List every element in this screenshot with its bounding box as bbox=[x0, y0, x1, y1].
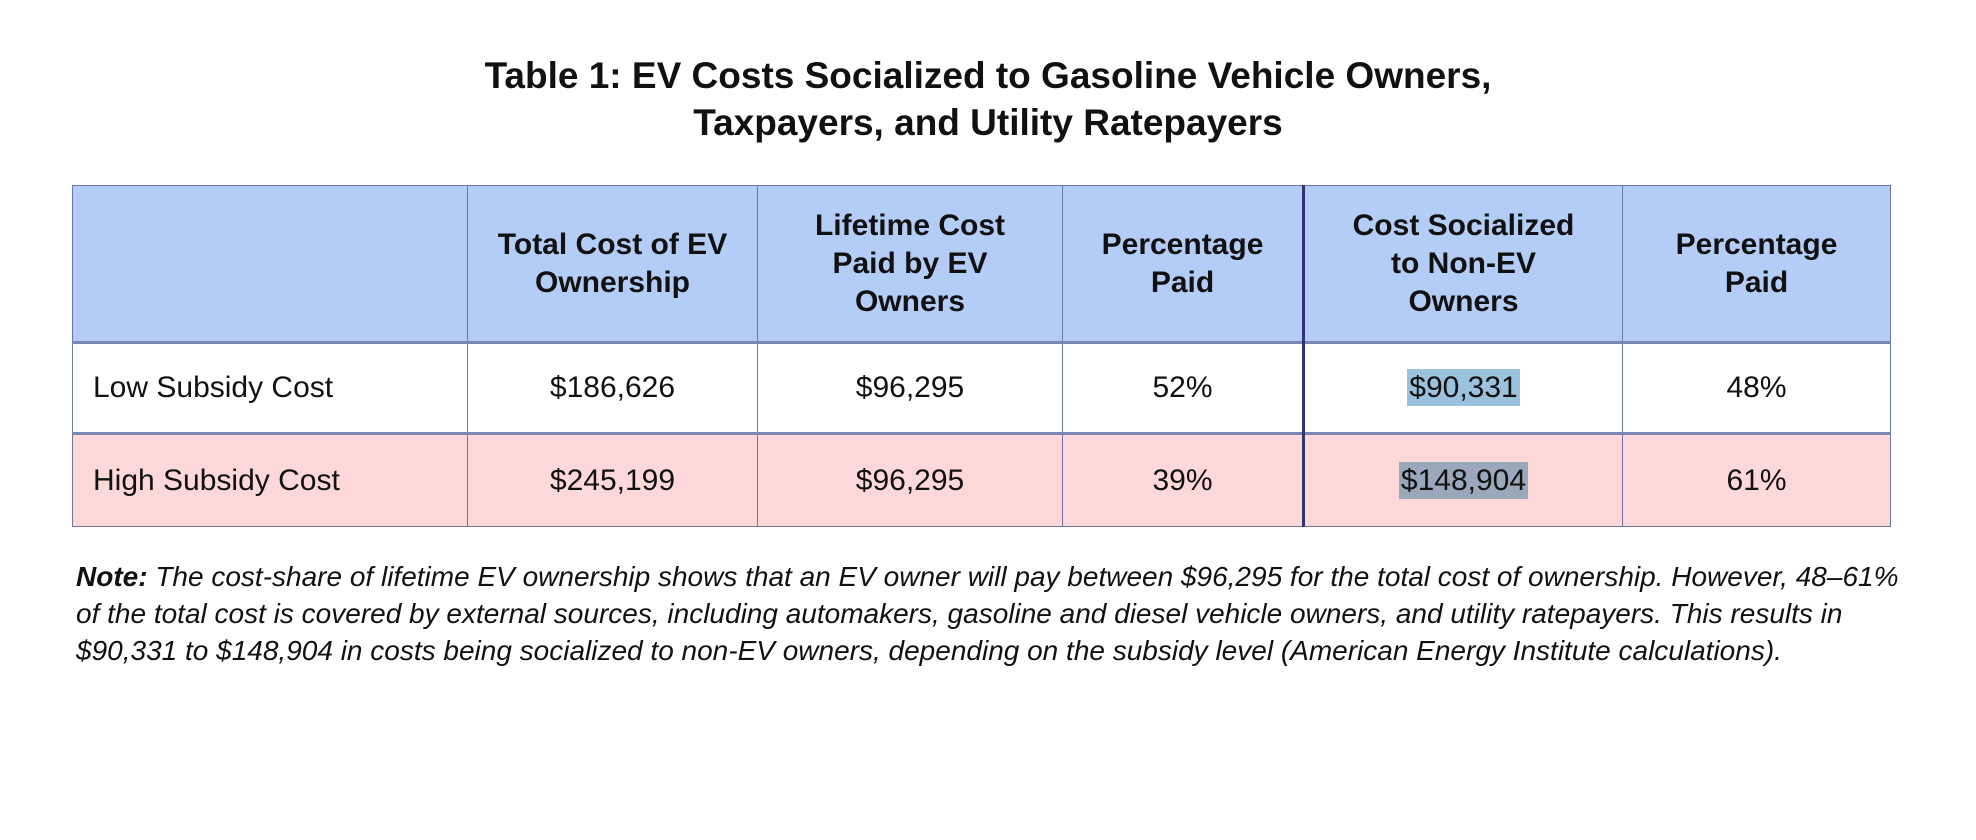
highlighted-value: $148,904 bbox=[1398, 461, 1529, 499]
title-line-1: Table 1: EV Costs Socialized to Gasoline… bbox=[484, 55, 1492, 96]
cell: 48% bbox=[1622, 342, 1891, 434]
header-percentage-paid: Percentage Paid bbox=[1062, 185, 1304, 343]
cell: $245,199 bbox=[467, 433, 758, 527]
table-title: Table 1: EV Costs Socialized to Gasoline… bbox=[0, 52, 1976, 146]
cell: 61% bbox=[1622, 433, 1891, 527]
note-label: Note: bbox=[76, 561, 148, 592]
row-label: Low Subsidy Cost bbox=[72, 342, 468, 434]
header-cost-socialized: Cost Socialized to Non-EV Owners bbox=[1302, 185, 1623, 343]
cell: $148,904 bbox=[1302, 433, 1623, 527]
highlighted-value: $90,331 bbox=[1407, 369, 1520, 406]
header-total-cost: Total Cost of EV Ownership bbox=[467, 185, 758, 343]
cell: $186,626 bbox=[467, 342, 758, 434]
cell: $90,331 bbox=[1302, 342, 1623, 434]
cell: 52% bbox=[1062, 342, 1304, 434]
cell: $96,295 bbox=[757, 433, 1063, 527]
table-note: Note: The cost-share of lifetime EV owne… bbox=[76, 558, 1916, 669]
table-row: High Subsidy Cost $245,199 $96,295 39% $… bbox=[72, 433, 1891, 527]
cell: $96,295 bbox=[757, 342, 1063, 434]
note-text: The cost-share of lifetime EV ownership … bbox=[76, 561, 1899, 666]
cost-table: Total Cost of EV Ownership Lifetime Cost… bbox=[72, 185, 1891, 527]
header-percentage-paid-2: Percentage Paid bbox=[1622, 185, 1891, 343]
header-empty bbox=[72, 185, 468, 343]
row-label: High Subsidy Cost bbox=[72, 433, 468, 527]
table-row: Low Subsidy Cost $186,626 $96,295 52% $9… bbox=[72, 342, 1891, 434]
header-row: Total Cost of EV Ownership Lifetime Cost… bbox=[72, 185, 1891, 343]
title-line-2: Taxpayers, and Utility Ratepayers bbox=[693, 102, 1283, 143]
cell: 39% bbox=[1062, 433, 1304, 527]
header-lifetime-cost: Lifetime Cost Paid by EV Owners bbox=[757, 185, 1063, 343]
